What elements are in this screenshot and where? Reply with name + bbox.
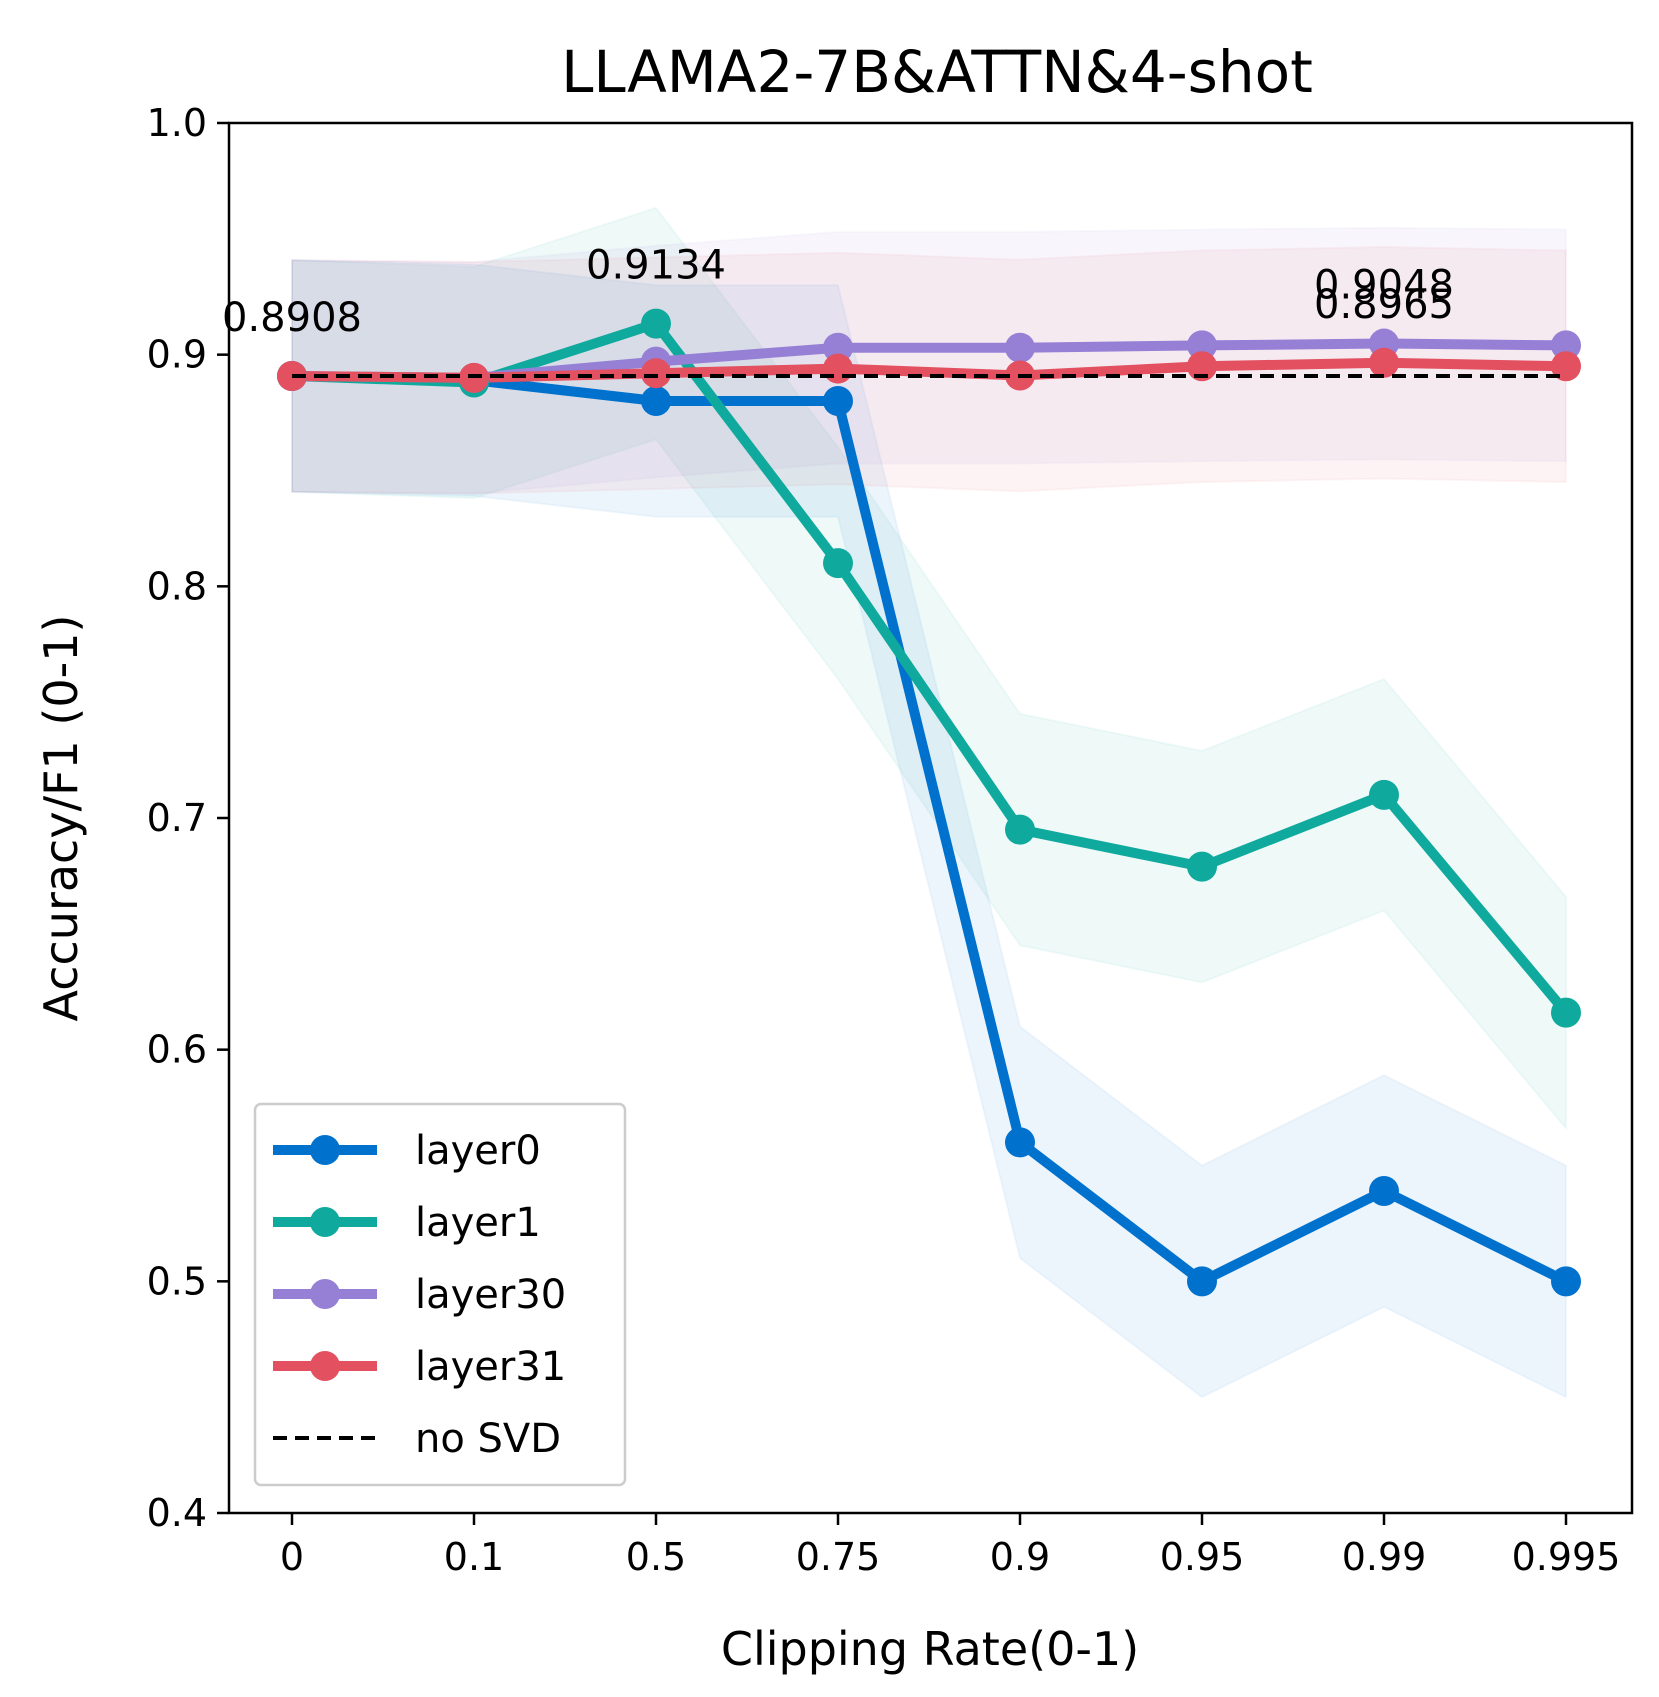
x-tick-label: 0.1 bbox=[444, 1535, 504, 1579]
y-tick-label: 0.7 bbox=[147, 796, 207, 840]
annotation-label: 0.9048 bbox=[1314, 263, 1454, 309]
x-tick-label: 0.9 bbox=[990, 1535, 1050, 1579]
layer30-point bbox=[1551, 330, 1581, 361]
x-axis-ticks: 0 0.1 0.5 0.75 0.9 0.95 0.99 0.995 bbox=[280, 1513, 1620, 1579]
layer30-point bbox=[1005, 332, 1035, 363]
y-tick-label: 0.9 bbox=[147, 333, 207, 377]
annotation-label: 0.8908 bbox=[222, 295, 362, 341]
y-axis-label: Accuracy/F1 (0-1) bbox=[34, 615, 88, 1022]
y-tick-label: 0.4 bbox=[147, 1491, 207, 1535]
layer31-point bbox=[823, 353, 853, 384]
legend-marker-layer30 bbox=[310, 1279, 340, 1309]
layer30-band bbox=[291, 226, 1567, 495]
layer30-point bbox=[1187, 330, 1217, 361]
chart-title: LLAMA2-7B&ATTN&4-shot bbox=[561, 38, 1313, 106]
x-tick-label: 0.95 bbox=[1160, 1535, 1245, 1579]
layer1-point bbox=[1551, 997, 1581, 1028]
legend-marker-layer1 bbox=[310, 1207, 340, 1237]
layer31-point bbox=[1369, 347, 1399, 378]
x-tick-label: 0.99 bbox=[1342, 1535, 1427, 1579]
layer1-point bbox=[641, 308, 671, 339]
legend-label-layer1: layer1 bbox=[415, 1200, 541, 1246]
legend: layer0 layer1 layer30 layer31 no SVD bbox=[253, 1102, 627, 1487]
legend-marker-layer31 bbox=[310, 1351, 340, 1381]
y-tick-label: 1.0 bbox=[147, 101, 207, 145]
y-tick-label: 0.6 bbox=[147, 1028, 207, 1072]
layer0-line bbox=[287, 370, 1571, 1287]
layer1-point bbox=[823, 548, 853, 579]
layer31-point bbox=[1187, 351, 1217, 382]
layer31-line bbox=[287, 357, 1571, 383]
layer1-point bbox=[1187, 851, 1217, 882]
y-tick-label: 0.8 bbox=[147, 564, 207, 608]
series-lines bbox=[287, 318, 1571, 1287]
x-tick-label: 0.5 bbox=[626, 1535, 686, 1579]
legend-box bbox=[253, 1102, 627, 1487]
layer0-point bbox=[1005, 1127, 1035, 1158]
layer1-point bbox=[1005, 814, 1035, 845]
layer30-point bbox=[823, 332, 853, 363]
legend-label-layer31: layer31 bbox=[415, 1344, 566, 1390]
layer0-band bbox=[291, 259, 1567, 1399]
layer31-point bbox=[641, 358, 671, 389]
y-axis-ticks: 0.4 0.5 0.6 0.7 0.8 0.9 1.0 bbox=[147, 101, 229, 1535]
x-axis-label: Clipping Rate(0-1) bbox=[721, 1622, 1139, 1676]
layer0-point bbox=[1369, 1175, 1399, 1206]
x-tick-label: 0 bbox=[280, 1535, 304, 1579]
layer0-point bbox=[641, 386, 671, 416]
annotation-label: 0.8965 bbox=[1314, 282, 1454, 328]
x-tick-label: 0.995 bbox=[1512, 1535, 1621, 1579]
layer0-point bbox=[1551, 1266, 1581, 1297]
legend-label-layer30: layer30 bbox=[415, 1272, 566, 1318]
layer31-point bbox=[1551, 351, 1581, 382]
layer1-point bbox=[1369, 779, 1399, 810]
annotation-label: 0.9134 bbox=[586, 243, 726, 289]
legend-marker-layer0 bbox=[310, 1135, 340, 1165]
series-markers bbox=[277, 308, 1581, 1297]
layer0-point bbox=[1187, 1266, 1217, 1297]
legend-label-no-svd: no SVD bbox=[415, 1416, 561, 1462]
x-tick-label: 0.75 bbox=[796, 1535, 881, 1579]
legend-label-layer0: layer0 bbox=[415, 1128, 541, 1174]
y-tick-label: 0.5 bbox=[147, 1259, 207, 1303]
layer0-point bbox=[823, 386, 853, 416]
